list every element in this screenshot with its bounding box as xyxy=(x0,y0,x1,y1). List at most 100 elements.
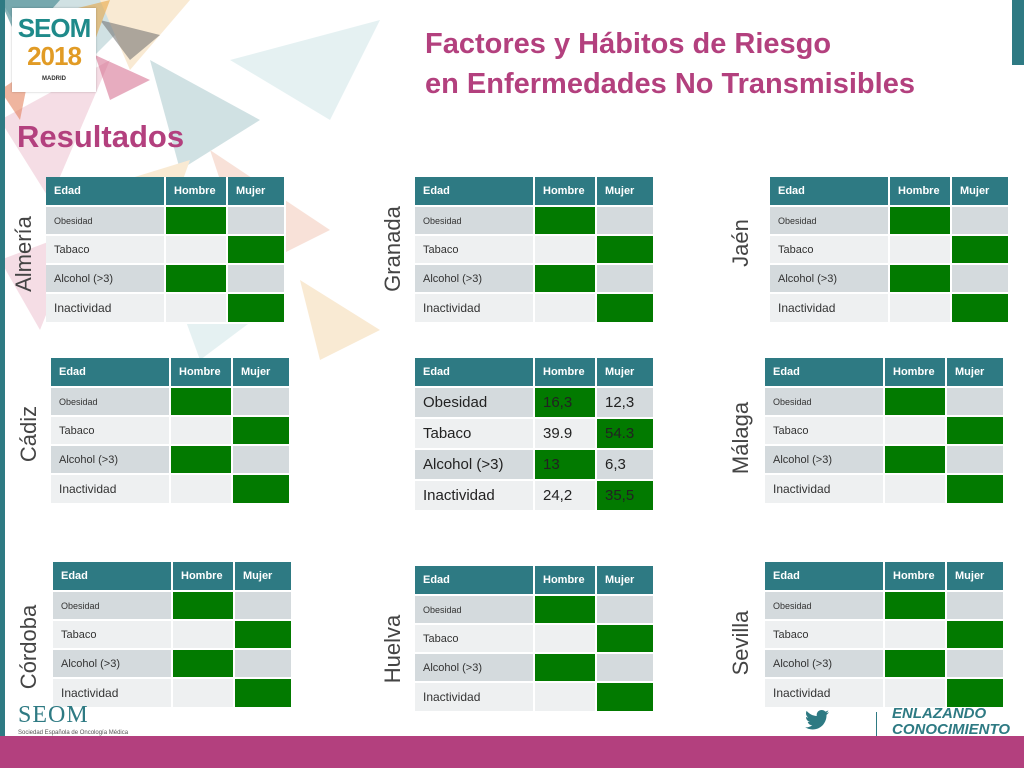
row-label-obesidad: Obesidad xyxy=(415,207,535,236)
cell-inactividad-mujer xyxy=(952,294,1010,324)
row-label-obesidad: Obesidad xyxy=(765,592,885,621)
cell-obesidad-mujer xyxy=(235,592,293,621)
header-hombre: Hombre xyxy=(173,562,235,592)
cell-tabaco-hombre xyxy=(166,236,228,265)
row-label-inactividad: Inactividad xyxy=(415,481,535,512)
header-mujer: Mujer xyxy=(952,177,1010,207)
header-hombre: Hombre xyxy=(166,177,228,207)
title-line-1: Factores y Hábitos de Riesgo xyxy=(425,28,832,60)
header-hombre: Hombre xyxy=(885,562,947,592)
cell-tabaco-mujer xyxy=(233,417,291,446)
row-label-alcohol: Alcohol (>3) xyxy=(46,265,166,294)
cell-obesidad-hombre xyxy=(173,592,235,621)
footer-brand-subtitle: Sociedad Española de Oncología Médica xyxy=(18,730,129,736)
row-label-tabaco: Tabaco xyxy=(46,236,166,265)
twitter-icon[interactable] xyxy=(805,710,829,730)
header-edad: Edad xyxy=(415,358,535,388)
row-label-tabaco: Tabaco xyxy=(415,419,535,450)
event-logo: SEOM 2018 MADRID xyxy=(12,8,96,92)
city-label-cordoba: Córdoba xyxy=(16,604,41,690)
header-edad: Edad xyxy=(46,177,166,207)
cell-obesidad-hombre xyxy=(890,207,952,236)
cell-tabaco-mujer xyxy=(597,236,655,265)
row-label-tabaco: Tabaco xyxy=(415,236,535,265)
header-hombre: Hombre xyxy=(535,177,597,207)
cell-alcohol-hombre xyxy=(173,650,235,679)
cell-obesidad-hombre xyxy=(885,592,947,621)
section-heading: Resultados xyxy=(17,119,185,154)
row-label-tabaco: Tabaco xyxy=(765,417,885,446)
city-label-huelva: Huelva xyxy=(380,614,405,684)
cell-alcohol-mujer xyxy=(233,446,291,475)
header-edad: Edad xyxy=(53,562,173,592)
header-hombre: Hombre xyxy=(535,566,597,596)
cell-obesidad-mujer xyxy=(597,207,655,236)
cell-obesidad-mujer xyxy=(947,592,1005,621)
cell-obesidad-mujer xyxy=(233,388,291,417)
row-label-tabaco: Tabaco xyxy=(415,625,535,654)
row-label-alcohol: Alcohol (>3) xyxy=(53,650,173,679)
table-huelva: Edad Hombre Mujer Obesidad Tabaco Alcoho… xyxy=(415,566,655,713)
row-label-obesidad: Obesidad xyxy=(765,388,885,417)
row-label-alcohol: Alcohol (>3) xyxy=(415,450,535,481)
cell-alcohol-mujer xyxy=(228,265,286,294)
cell-inactividad-mujer xyxy=(233,475,291,505)
cell-alcohol-hombre xyxy=(171,446,233,475)
bottom-color-bar xyxy=(0,736,1024,768)
header-hombre: Hombre xyxy=(535,358,597,388)
value-inactividad-hombre: 24,2 xyxy=(535,481,597,512)
row-label-inactividad: Inactividad xyxy=(53,679,173,709)
cell-tabaco-hombre xyxy=(885,621,947,650)
header-edad: Edad xyxy=(51,358,171,388)
cell-obesidad-mujer xyxy=(228,207,286,236)
header-mujer: Mujer xyxy=(235,562,293,592)
cell-tabaco-hombre xyxy=(535,625,597,654)
logo-year: 2018 xyxy=(27,41,82,71)
cell-tabaco-mujer xyxy=(235,621,293,650)
right-accent-stripe xyxy=(1012,0,1024,65)
value-obesidad-mujer: 12,3 xyxy=(597,388,655,419)
header-mujer: Mujer xyxy=(228,177,286,207)
cell-alcohol-hombre xyxy=(890,265,952,294)
header-mujer: Mujer xyxy=(233,358,291,388)
row-label-alcohol: Alcohol (>3) xyxy=(770,265,890,294)
row-label-inactividad: Inactividad xyxy=(415,683,535,713)
row-label-obesidad: Obesidad xyxy=(415,596,535,625)
table-sevilla: Edad Hombre Mujer Obesidad Tabaco Alcoho… xyxy=(765,562,1005,709)
header-hombre: Hombre xyxy=(171,358,233,388)
row-label-inactividad: Inactividad xyxy=(51,475,171,505)
table-cadiz: Edad Hombre Mujer Obesidad Tabaco Alcoho… xyxy=(51,358,291,505)
cell-inactividad-hombre xyxy=(171,475,233,505)
header-edad: Edad xyxy=(415,566,535,596)
header-edad: Edad xyxy=(415,177,535,207)
cell-obesidad-hombre xyxy=(166,207,228,236)
cell-tabaco-mujer xyxy=(228,236,286,265)
row-label-tabaco: Tabaco xyxy=(770,236,890,265)
footer-separator xyxy=(876,712,877,736)
cell-inactividad-mujer xyxy=(947,475,1005,505)
cell-alcohol-hombre xyxy=(535,265,597,294)
cell-inactividad-hombre xyxy=(885,475,947,505)
row-label-inactividad: Inactividad xyxy=(46,294,166,324)
city-label-malaga: Málaga xyxy=(728,401,753,475)
cell-inactividad-hombre xyxy=(885,679,947,709)
header-mujer: Mujer xyxy=(947,358,1005,388)
cell-tabaco-hombre xyxy=(171,417,233,446)
header-edad: Edad xyxy=(765,562,885,592)
cell-tabaco-hombre xyxy=(890,236,952,265)
cell-inactividad-hombre xyxy=(166,294,228,324)
value-tabaco-hombre: 39.9 xyxy=(535,419,597,450)
cell-tabaco-hombre xyxy=(173,621,235,650)
cell-obesidad-mujer xyxy=(952,207,1010,236)
row-label-obesidad: Obesidad xyxy=(51,388,171,417)
city-label-granada: Granada xyxy=(380,206,405,292)
cell-alcohol-hombre xyxy=(535,654,597,683)
header-hombre: Hombre xyxy=(890,177,952,207)
cell-tabaco-mujer xyxy=(597,625,655,654)
row-label-alcohol: Alcohol (>3) xyxy=(51,446,171,475)
header-edad: Edad xyxy=(765,358,885,388)
cell-obesidad-hombre xyxy=(535,596,597,625)
city-label-jaen: Jaén xyxy=(728,219,753,267)
header-mujer: Mujer xyxy=(947,562,1005,592)
cell-obesidad-hombre xyxy=(535,207,597,236)
